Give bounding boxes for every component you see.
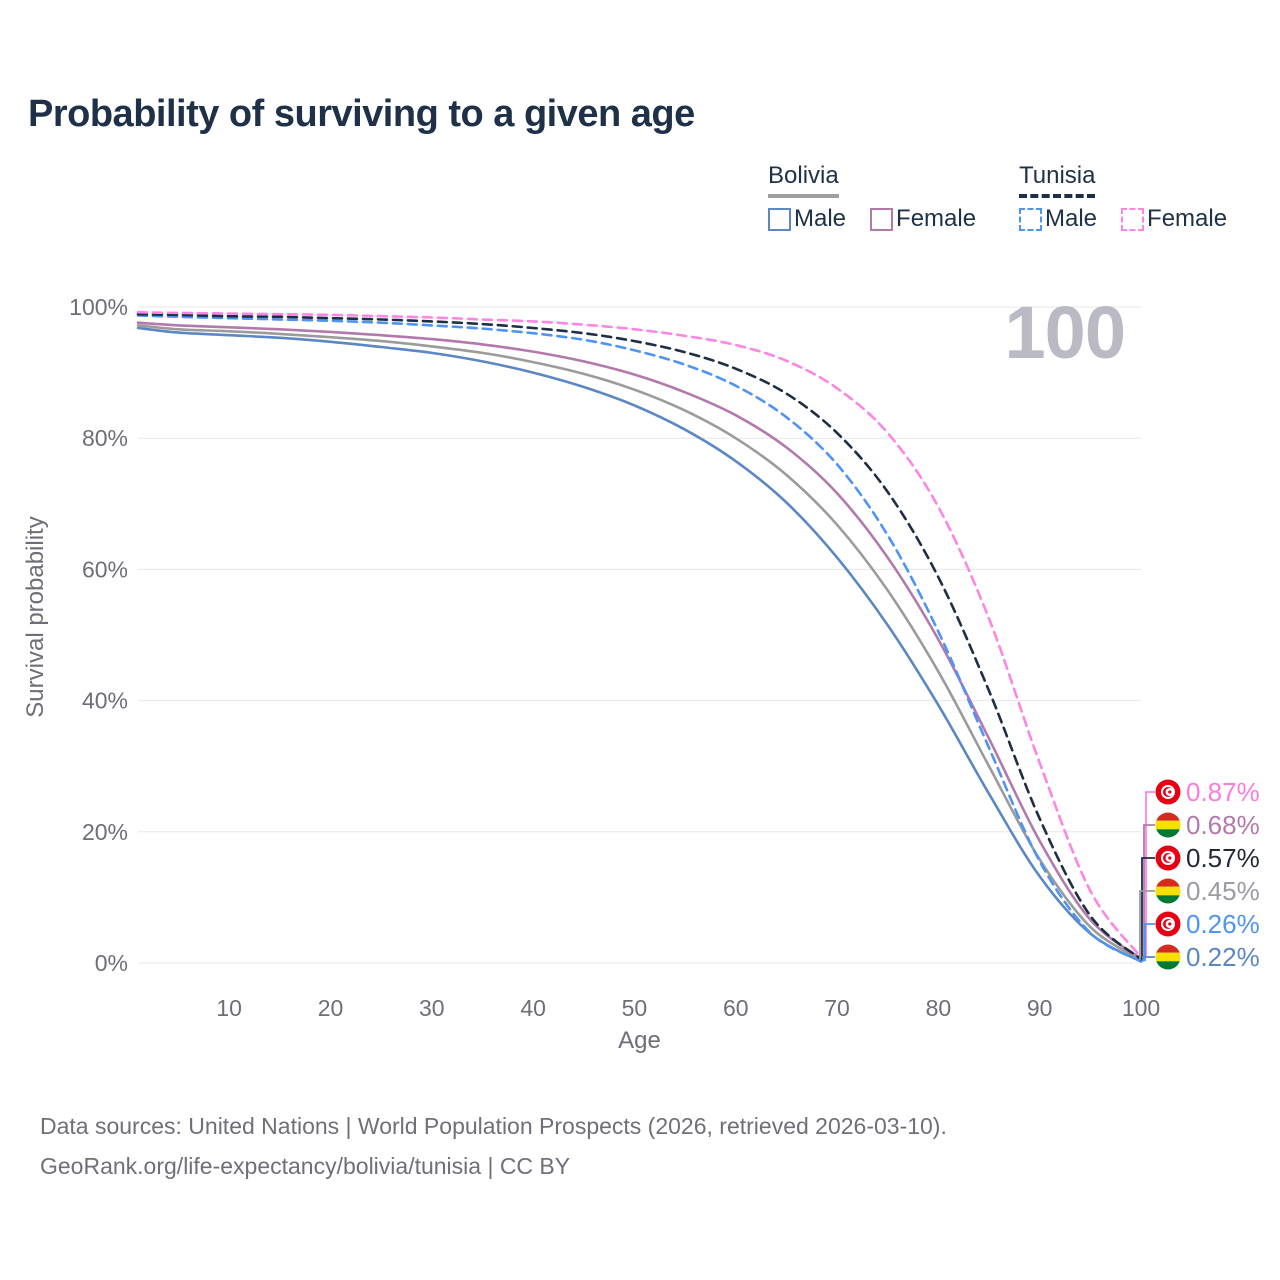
page-title: Probability of surviving to a given age xyxy=(28,93,695,135)
end-label-bolivia_female[interactable]: 0.68% xyxy=(1143,810,1260,959)
legend-item-bolivia-female[interactable]: Female xyxy=(870,205,976,233)
series-line-bolivia_all[interactable] xyxy=(136,324,1143,962)
series-line-tunisia_male[interactable] xyxy=(136,314,1143,963)
end-value-label: 0.57% xyxy=(1186,843,1260,873)
y-tick-label: 0% xyxy=(95,950,128,976)
end-label-tunisia_female[interactable]: 0.87% xyxy=(1145,777,1260,958)
tunisia-flag-icon xyxy=(1155,779,1181,805)
end-connector xyxy=(1144,923,1155,962)
legend-country-bolivia[interactable]: Bolivia xyxy=(768,162,839,198)
x-axis-title: Age xyxy=(618,1027,661,1054)
legend-group-tunisia: Tunisia Male Female xyxy=(1019,162,1227,233)
bolivia-male-swatch-icon xyxy=(768,207,791,231)
legend-label: Female xyxy=(896,205,977,232)
y-axis-title: Survival probability xyxy=(22,516,49,717)
x-tick-label: 100 xyxy=(1122,995,1160,1021)
footer-source-line: Data sources: United Nations | World Pop… xyxy=(40,1113,947,1139)
x-tick-label: 70 xyxy=(824,995,850,1021)
legend-label: Male xyxy=(1045,205,1098,232)
bolivia-flag-icon xyxy=(1155,878,1181,904)
tunisia-female-swatch-icon xyxy=(1121,207,1145,231)
series-line-bolivia_female[interactable] xyxy=(136,321,1143,960)
x-tick-label: 60 xyxy=(723,995,749,1021)
series-line-tunisia_female[interactable] xyxy=(136,310,1143,959)
end-connector xyxy=(1139,890,1155,960)
end-connector xyxy=(1142,956,1155,962)
legend-country-tunisia[interactable]: Tunisia xyxy=(1019,162,1096,198)
legend-group-bolivia: Bolivia Male Female xyxy=(768,162,976,233)
x-tick-label: 40 xyxy=(520,995,546,1021)
x-tick-label: 20 xyxy=(318,995,344,1021)
y-tick-label: 20% xyxy=(82,819,128,845)
footer: Data sources: United Nations | World Pop… xyxy=(40,1106,947,1186)
x-tick-label: 90 xyxy=(1027,995,1053,1021)
tunisia-male-swatch-icon xyxy=(1019,207,1042,231)
legend-item-bolivia-male[interactable]: Male xyxy=(768,205,846,233)
end-value-label: 0.26% xyxy=(1186,909,1260,939)
legend-label: Male xyxy=(794,205,847,232)
tunisia-flag-icon xyxy=(1155,845,1181,871)
y-tick-label: 80% xyxy=(82,425,128,451)
tunisia-flag-icon xyxy=(1155,911,1181,937)
legend-label: Female xyxy=(1147,205,1228,232)
legend-item-tunisia-male[interactable]: Male xyxy=(1019,205,1097,233)
footer-link-line: GeoRank.org/life-expectancy/bolivia/tuni… xyxy=(40,1153,571,1179)
series-line-tunisia_all[interactable] xyxy=(136,312,1143,961)
y-tick-label: 100% xyxy=(69,294,128,320)
x-tick-label: 30 xyxy=(419,995,445,1021)
end-label-bolivia_all[interactable]: 0.45% xyxy=(1139,876,1260,960)
end-label-bolivia_male[interactable]: 0.22% xyxy=(1142,942,1260,972)
bolivia-female-swatch-icon xyxy=(870,207,894,231)
end-value-label: 0.22% xyxy=(1186,942,1260,972)
x-tick-label: 10 xyxy=(216,995,242,1021)
x-tick-label: 80 xyxy=(926,995,952,1021)
bolivia-flag-icon xyxy=(1155,812,1181,838)
y-tick-label: 40% xyxy=(82,688,128,714)
end-value-label: 0.68% xyxy=(1186,810,1260,840)
end-label-tunisia_male[interactable]: 0.26% xyxy=(1144,909,1260,962)
bolivia-flag-icon xyxy=(1155,944,1181,970)
end-connector xyxy=(1143,824,1155,959)
x-tick-label: 50 xyxy=(622,995,648,1021)
end-label-tunisia_all[interactable]: 0.57% xyxy=(1141,843,1260,960)
end-connector xyxy=(1145,791,1155,958)
end-value-label: 0.87% xyxy=(1186,777,1260,807)
legend-item-tunisia-female[interactable]: Female xyxy=(1121,205,1227,233)
age-watermark: 100 xyxy=(1004,291,1126,374)
end-value-label: 0.45% xyxy=(1186,876,1260,906)
series-line-bolivia_male[interactable] xyxy=(136,326,1143,963)
y-tick-label: 60% xyxy=(82,556,128,582)
end-connector xyxy=(1141,857,1155,960)
